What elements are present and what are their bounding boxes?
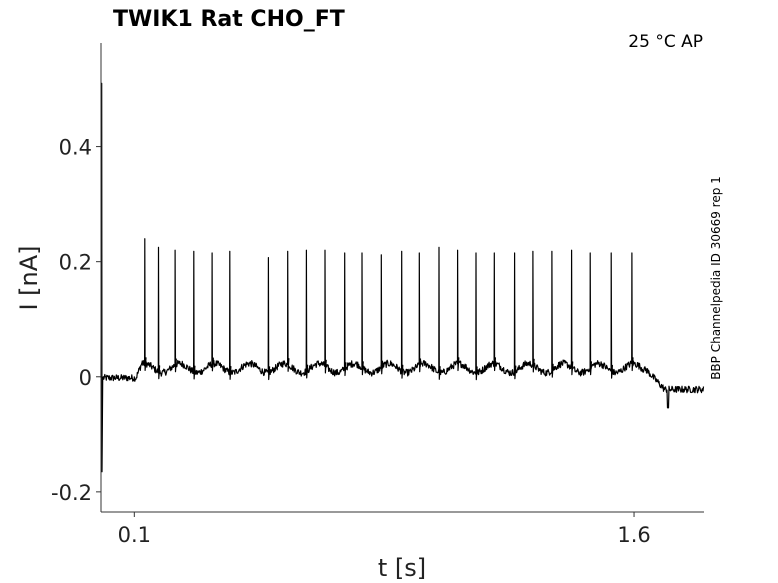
x-ticks: 0.1 1.6 [118, 512, 651, 547]
y-tick-label: 0.4 [59, 136, 92, 160]
chart-title: TWIK1 Rat CHO_FT [113, 7, 345, 32]
y-tick-label: 0 [79, 366, 92, 390]
y-tick-label: -0.2 [51, 481, 92, 505]
y-axis-label: I [nA] [15, 245, 43, 310]
x-tick-label: 0.1 [118, 523, 151, 547]
channelpedia-id-label: BBP Channelpedia ID 30669 rep 1 [709, 176, 723, 380]
y-tick-label: 0.2 [59, 251, 92, 275]
x-tick-label: 1.6 [617, 523, 650, 547]
current-trace-line [100, 82, 705, 473]
current-trace-group [100, 82, 705, 473]
condition-label: 25 °C AP [628, 32, 703, 52]
x-axis-label: t [s] [378, 554, 426, 582]
y-ticks: -0.2 0 0.2 0.4 [51, 136, 101, 505]
